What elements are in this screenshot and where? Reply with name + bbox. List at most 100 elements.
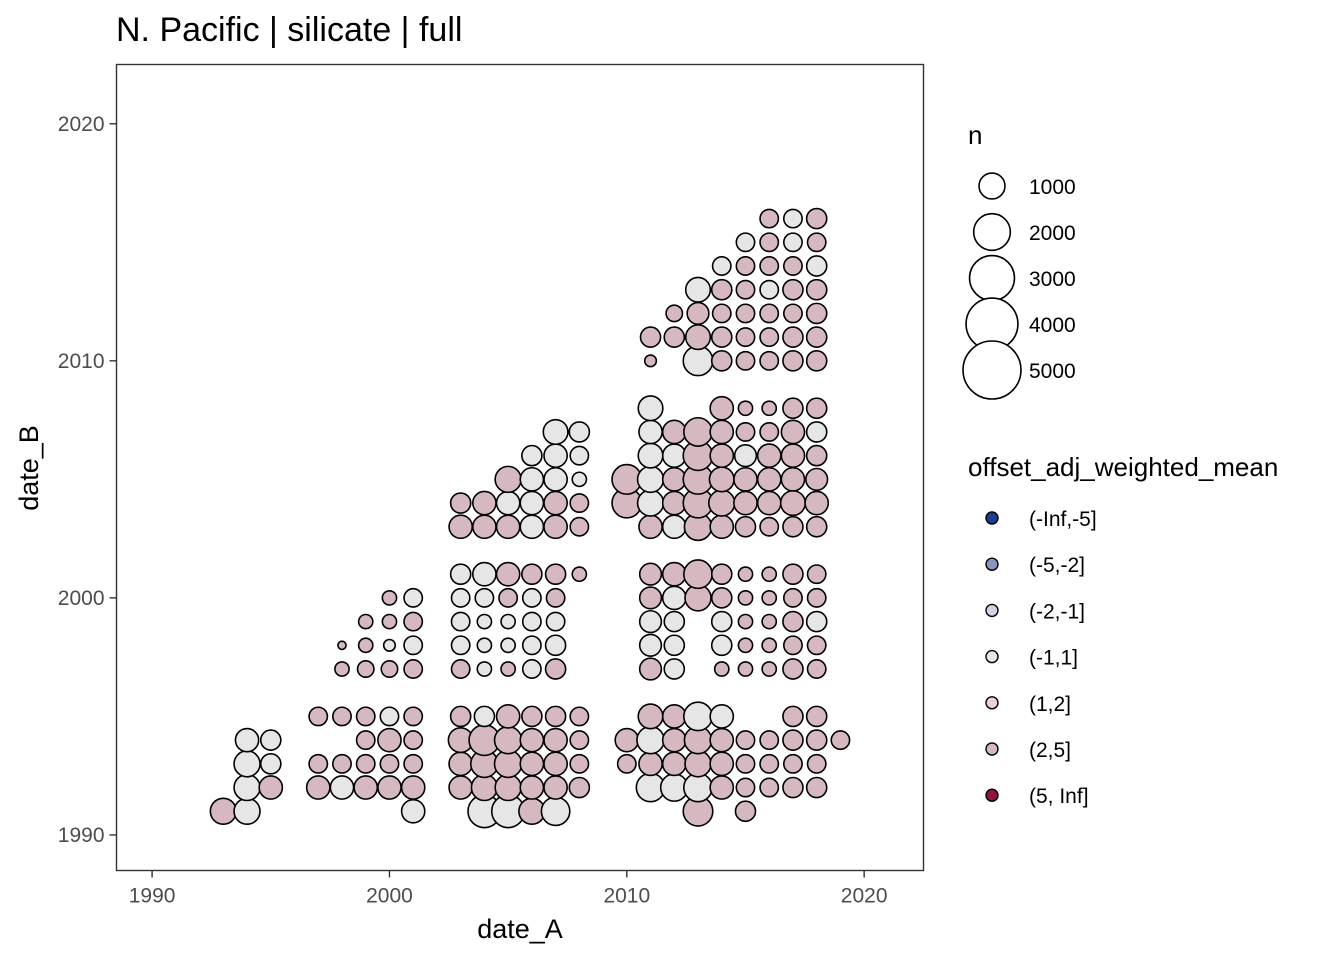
data-point (543, 490, 569, 516)
y-tick-label: 2020 (58, 113, 105, 136)
data-point (710, 610, 733, 633)
data-point (495, 704, 521, 729)
data-point (779, 489, 807, 517)
data-point (684, 276, 712, 303)
data-point (494, 773, 522, 802)
data-point (495, 561, 521, 587)
data-point (759, 350, 780, 371)
data-point (759, 753, 780, 774)
data-point (569, 730, 590, 751)
data-point (806, 232, 827, 253)
data-point (661, 490, 687, 516)
data-point (403, 635, 424, 656)
y-axis-label: date_B (14, 425, 44, 511)
data-point (805, 302, 828, 325)
data-point (806, 753, 827, 774)
data-point (476, 661, 493, 677)
data-point (759, 777, 780, 798)
data-point (543, 727, 569, 753)
data-point (684, 324, 712, 351)
size-legend-key (978, 172, 1006, 200)
x-tick-label: 2010 (603, 885, 650, 908)
data-point (540, 796, 571, 827)
size-legend-key (972, 212, 1012, 252)
data-point (521, 659, 542, 679)
data-point (759, 208, 780, 229)
data-point (711, 303, 732, 324)
data-point (616, 753, 637, 774)
data-point (544, 705, 567, 728)
data-point (661, 443, 687, 469)
data-point (661, 419, 687, 445)
color-legend: (-Inf,-5] (-5,-2] (-2,-1] (-1,1] (1,2] (2,5] (… (985, 508, 1097, 808)
color-legend-label: (1,2] (1029, 693, 1071, 716)
points-layer (209, 207, 851, 829)
data-point (782, 208, 803, 229)
data-point (805, 776, 828, 799)
data-point (498, 587, 519, 608)
data-point (544, 634, 567, 657)
data-point (357, 613, 374, 630)
data-point (805, 444, 828, 467)
data-point (761, 613, 778, 630)
data-point (735, 279, 756, 300)
data-point (805, 278, 828, 301)
data-point (545, 587, 566, 608)
color-legend-key (985, 742, 999, 756)
color-legend-label: (-2,-1] (1029, 600, 1085, 623)
data-point (759, 421, 780, 442)
data-point (761, 589, 778, 606)
data-point (494, 465, 522, 494)
data-point (637, 395, 664, 422)
data-point (761, 637, 778, 654)
data-point (259, 729, 282, 751)
data-point (709, 704, 735, 729)
size-legend-label: 2000 (1029, 222, 1076, 245)
data-point (639, 326, 662, 348)
data-point (519, 514, 545, 540)
y-tick-label: 1990 (58, 824, 105, 847)
data-point (806, 564, 827, 585)
data-point (782, 278, 804, 301)
data-point (734, 800, 757, 823)
data-point (805, 349, 828, 372)
color-legend-key (985, 557, 999, 571)
data-point (334, 661, 350, 677)
data-point (637, 442, 664, 469)
data-point (663, 634, 686, 657)
data-point (782, 705, 804, 728)
data-point (661, 727, 687, 753)
data-point (450, 611, 471, 632)
data-point (571, 471, 588, 488)
data-point (805, 255, 828, 277)
data-point (683, 772, 714, 803)
data-point (308, 706, 329, 727)
data-point (805, 397, 828, 420)
data-point (805, 705, 828, 728)
data-point (782, 349, 804, 372)
data-point (761, 400, 778, 417)
x-tick-label: 1990 (129, 885, 176, 908)
data-point (709, 419, 735, 445)
data-point (403, 730, 424, 751)
data-point (735, 232, 756, 253)
data-point (637, 703, 664, 730)
data-point (450, 587, 471, 608)
data-point (661, 514, 687, 540)
data-point (805, 326, 828, 348)
y-tick-label: 2000 (58, 587, 105, 610)
data-point (710, 349, 733, 372)
data-point (683, 416, 714, 447)
data-point (735, 753, 756, 774)
data-point (448, 514, 474, 540)
data-point (782, 256, 803, 276)
data-point (544, 658, 567, 680)
data-point (782, 587, 803, 608)
data-point (805, 421, 828, 443)
data-point (782, 303, 803, 324)
size-legend: 1000 2000 3000 4000 5000 (962, 172, 1076, 400)
data-point (638, 586, 663, 610)
size-legend-label: 3000 (1029, 268, 1076, 291)
data-point (710, 278, 733, 301)
data-point (493, 725, 523, 755)
